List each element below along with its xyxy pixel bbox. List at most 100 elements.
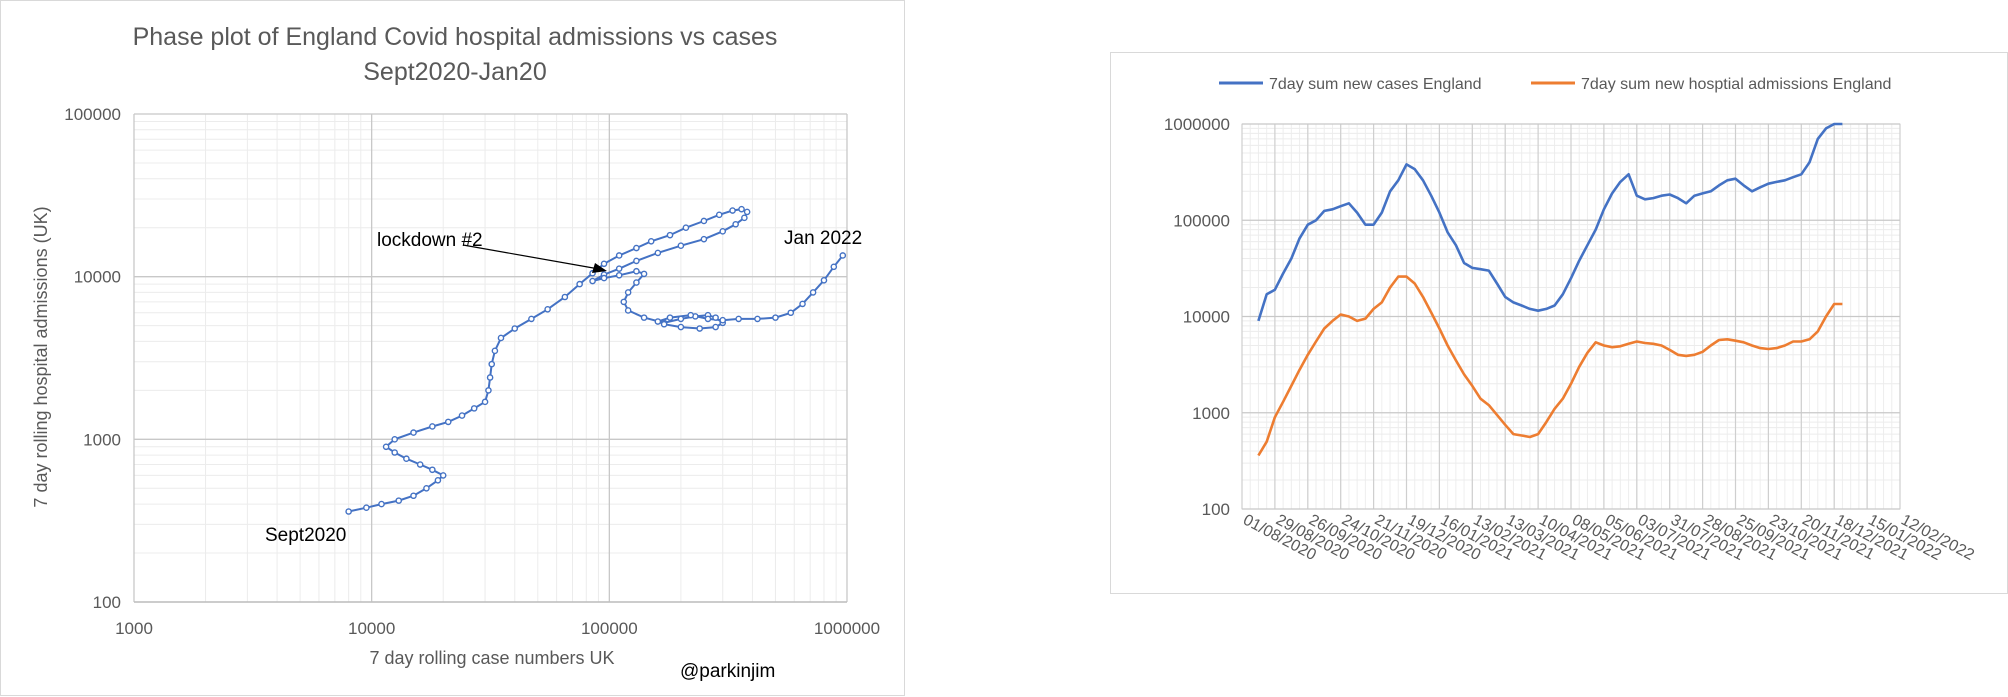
phase-point (809, 289, 817, 296)
phase-point (488, 360, 496, 368)
phase-point (799, 300, 806, 308)
phase-point (615, 265, 623, 272)
y-tick-label: 100 (93, 593, 121, 612)
phase-point (666, 231, 674, 239)
y-tick-label: 100 (1202, 500, 1230, 519)
phase-plot-panel: 1000 10000 100000 1000000 100 1000 10000 10000… (0, 0, 905, 696)
phase-point (719, 316, 727, 324)
chart-title-line1: Phase plot of England Covid hospital adm… (133, 23, 778, 51)
phase-point (754, 315, 761, 323)
phase-point (434, 476, 442, 484)
phase-point (528, 315, 535, 323)
phase-point (497, 334, 505, 342)
phase-point (624, 289, 632, 296)
credit-annotation: @parkinjim (680, 661, 775, 682)
start-annotation: Sept2020 (265, 525, 346, 546)
plot-area (134, 114, 847, 602)
phase-point (458, 412, 466, 419)
phase-point (677, 242, 685, 250)
phase-plot-x-ticks: 1000 10000 100000 1000000 (115, 619, 880, 638)
cases-series-line (1257, 122, 1843, 322)
phase-point (600, 260, 608, 268)
y-axis-title: 7 day rolling hospital admissions (UK) (31, 206, 51, 507)
phase-point (682, 224, 690, 231)
phase-point (715, 211, 723, 219)
phase-point (640, 314, 648, 321)
phase-plot-grid (133, 113, 848, 603)
phase-point (696, 325, 703, 332)
phase-point (363, 504, 370, 511)
phase-point (486, 374, 494, 381)
phase-point (772, 314, 779, 321)
legend-label-cases: 7day sum new cases England (1269, 76, 1482, 93)
phase-point (677, 323, 685, 331)
y-tick-label: 100000 (64, 105, 121, 124)
phase-point (719, 228, 727, 235)
phase-point (470, 405, 478, 412)
phase-point (395, 497, 403, 504)
phase-plot-y-ticks: 100 1000 10000 100000 (64, 105, 121, 612)
phase-point (391, 436, 398, 443)
phase-point (735, 315, 742, 323)
phase-point (787, 309, 795, 317)
timeseries-lines (1257, 122, 1843, 457)
phase-point (654, 249, 662, 257)
phase-plot-series (345, 205, 847, 515)
phase-point (403, 455, 410, 463)
phase-point (839, 252, 847, 259)
phase-point (660, 320, 668, 328)
phase-point (600, 274, 608, 282)
phase-point (620, 298, 628, 306)
phase-point (410, 492, 417, 500)
phase-point (378, 500, 385, 508)
x-tick-label: 1000000 (814, 619, 880, 638)
phase-point (712, 323, 719, 331)
x-tick-label: 10000 (348, 619, 395, 638)
phase-point (743, 208, 751, 216)
x-tick-label: 1000 (115, 619, 153, 638)
phase-point (429, 423, 436, 430)
y-tick-label: 100000 (1173, 211, 1230, 230)
y-tick-label: 1000 (83, 430, 121, 449)
phase-point (544, 306, 551, 313)
phase-point (444, 418, 452, 426)
phase-point (391, 449, 398, 456)
phase-point (654, 318, 662, 325)
phase-point (704, 315, 712, 323)
phase-point (439, 472, 447, 479)
phase-plot-svg: 1000 10000 100000 1000000 100 1000 10000 10000… (31, 23, 880, 682)
phase-point (640, 270, 648, 278)
phase-point (561, 293, 569, 301)
legend-label-admissions: 7day sum new hosptial admissions England (1581, 76, 1891, 93)
phase-point (647, 237, 655, 245)
phase-point (589, 277, 596, 285)
phase-point (429, 466, 436, 474)
phase-point (633, 279, 640, 286)
timeseries-y-ticks: 100 1000 10000 100000 1000000 (1164, 115, 1230, 519)
x-axis-title: 7 day rolling case numbers UK (369, 648, 614, 668)
lockdown-arrow-head (592, 263, 607, 273)
phase-point (633, 257, 640, 265)
timeseries-panel: 100 1000 10000 100000 1000000 01/08/2020 29/0… (1110, 52, 2008, 594)
phase-point (576, 280, 583, 288)
phase-point (485, 387, 492, 394)
phase-point (729, 207, 736, 214)
phase-point (666, 314, 674, 321)
lockdown-annotation: lockdown #2 (377, 230, 483, 251)
x-tick-label: 100000 (581, 619, 638, 638)
admissions-series-line (1257, 275, 1843, 457)
phase-point (830, 263, 838, 271)
y-tick-label: 1000000 (1164, 115, 1230, 134)
phase-point (615, 252, 623, 259)
timeseries-svg: 100 1000 10000 100000 1000000 01/08/202029/0… (1164, 76, 1977, 564)
end-annotation: Jan 2022 (784, 228, 862, 249)
phase-point (700, 235, 708, 243)
phase-point (633, 267, 640, 275)
chart-title-line2: Sept2020-Jan20 (363, 58, 546, 86)
phase-point (700, 217, 708, 225)
phase-point (738, 205, 745, 213)
y-tick-label: 10000 (74, 268, 121, 287)
phase-point (423, 485, 430, 492)
phase-point (633, 244, 640, 252)
phase-point (481, 398, 489, 406)
